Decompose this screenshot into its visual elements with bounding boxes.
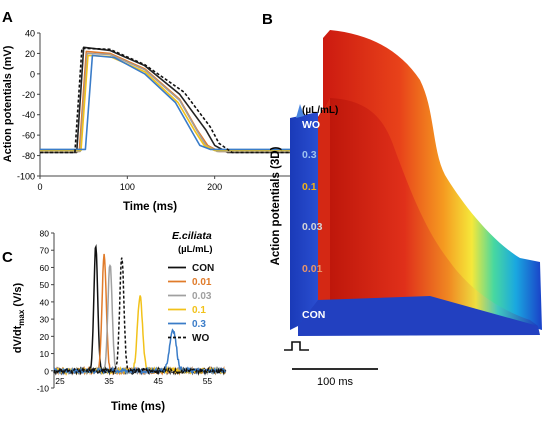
- panel-b-row-label: 0.1: [302, 181, 317, 193]
- panel-c-ytick-label: 70: [40, 246, 50, 256]
- panel-b-row-labels: WO 0.3 0.1 0.03 0.01 CON: [302, 119, 325, 321]
- panel-a-ytick-label: -80: [22, 151, 35, 161]
- panel-a-xtick-label: 0: [37, 182, 42, 192]
- panel-c-ytick-label: 60: [40, 263, 50, 273]
- panel-a-ytick-label: 20: [25, 49, 35, 59]
- legend-label-0.3: 0.3: [192, 319, 206, 330]
- panel-c-ytick-label: -10: [37, 384, 50, 394]
- panel-b-ylabel: Action potentials (3D): [270, 146, 282, 265]
- panel-a-xlabel: Time (ms): [123, 201, 177, 213]
- legend-title: E.ciliata: [172, 230, 212, 242]
- surface-upstroke-wall: [316, 98, 330, 310]
- panel-b-row-label: 0.03: [302, 221, 323, 233]
- panel-a-ytick-label: -100: [17, 172, 35, 182]
- legend-label-0.03: 0.03: [192, 291, 212, 302]
- panel-c-xtick-label: 45: [154, 376, 164, 386]
- panel-label-b: B: [262, 11, 273, 28]
- panel-a-series-4: [40, 54, 302, 151]
- panel-a-xtick-label: 100: [120, 182, 135, 192]
- panel-c-ytick-label: 50: [40, 280, 50, 290]
- panel-c-ytick-label: 20: [40, 332, 50, 342]
- panel-c-ytick-label: 0: [44, 366, 49, 376]
- panel-c-ytick-label: 80: [40, 229, 50, 239]
- panel-a-ytick-label: 0: [30, 69, 35, 79]
- panel-a-ytick-label: -40: [22, 110, 35, 120]
- panel-c-xtick-label: 55: [203, 376, 213, 386]
- panel-c-ytick-label: 30: [40, 315, 50, 325]
- panel-a-ytick-label: -20: [22, 90, 35, 100]
- panel-b-row-label: WO: [302, 119, 320, 131]
- panel-b-row-label: 0.3: [302, 149, 317, 161]
- panel-a-series: [40, 46, 302, 154]
- panel-b-unit-label: (µL/mL): [302, 105, 338, 116]
- panel-a-ytick-label: -60: [22, 131, 35, 141]
- panel-c-xlabel: Time (ms): [111, 401, 165, 413]
- surface-front: [316, 98, 538, 326]
- panel-a-ytick-label: 40: [25, 29, 35, 39]
- legend-label-0.1: 0.1: [192, 305, 206, 316]
- panel-c-ytick-label: 40: [40, 297, 50, 307]
- panel-c-ylabel: dV/dtmax (V/s): [12, 282, 26, 353]
- panel-a-series-3: [40, 54, 302, 152]
- panel-c-legend: E.ciliata (µL/mL) CON 0.01 0.03 0.1 0.3 WO: [168, 230, 214, 344]
- panel-c-ylabel-unit: (V/s): [12, 282, 24, 309]
- panel-c-chart: 80 70 60 50 40 30 20 10 0 -10 25 35 45 55 Time (ms) d…: [12, 229, 227, 413]
- panel-c-xtick-label: 25: [55, 376, 65, 386]
- panel-c-ylabel-main: dV/dt: [12, 325, 24, 353]
- legend-label-0.01: 0.01: [192, 277, 212, 288]
- panel-c-series-WO: [53, 257, 226, 376]
- legend-unit: (µL/mL): [178, 244, 213, 255]
- panel-label-c: C: [2, 249, 13, 266]
- surface-floor: [298, 296, 540, 336]
- panel-c-ylabel-sub: max: [17, 309, 26, 326]
- panel-c-ytick-label: 10: [40, 349, 50, 359]
- legend-label-WO: WO: [192, 333, 209, 344]
- panel-c-xtick-label: 35: [104, 376, 114, 386]
- panel-b-surface: Action potentials (3D) (µL/mL) WO 0.3 0.1 0…: [270, 30, 542, 388]
- stimulus-pulse-icon: [284, 341, 309, 351]
- panel-b-row-label: 0.01: [302, 263, 323, 275]
- legend-label-CON: CON: [192, 263, 214, 274]
- panel-a-ylabel: Action potentials (mV): [2, 45, 14, 162]
- panel-a-xtick-label: 200: [207, 182, 222, 192]
- panel-a-series-5: [40, 47, 302, 154]
- surface-baseline: [290, 112, 318, 330]
- panel-a-series-0: [40, 46, 302, 154]
- panel-c-series: [53, 243, 227, 376]
- panel-label-a: A: [2, 9, 13, 26]
- panel-b-row-label: CON: [302, 309, 325, 321]
- surface-ridge: [296, 104, 304, 118]
- scale-bar-label: 100 ms: [317, 376, 354, 388]
